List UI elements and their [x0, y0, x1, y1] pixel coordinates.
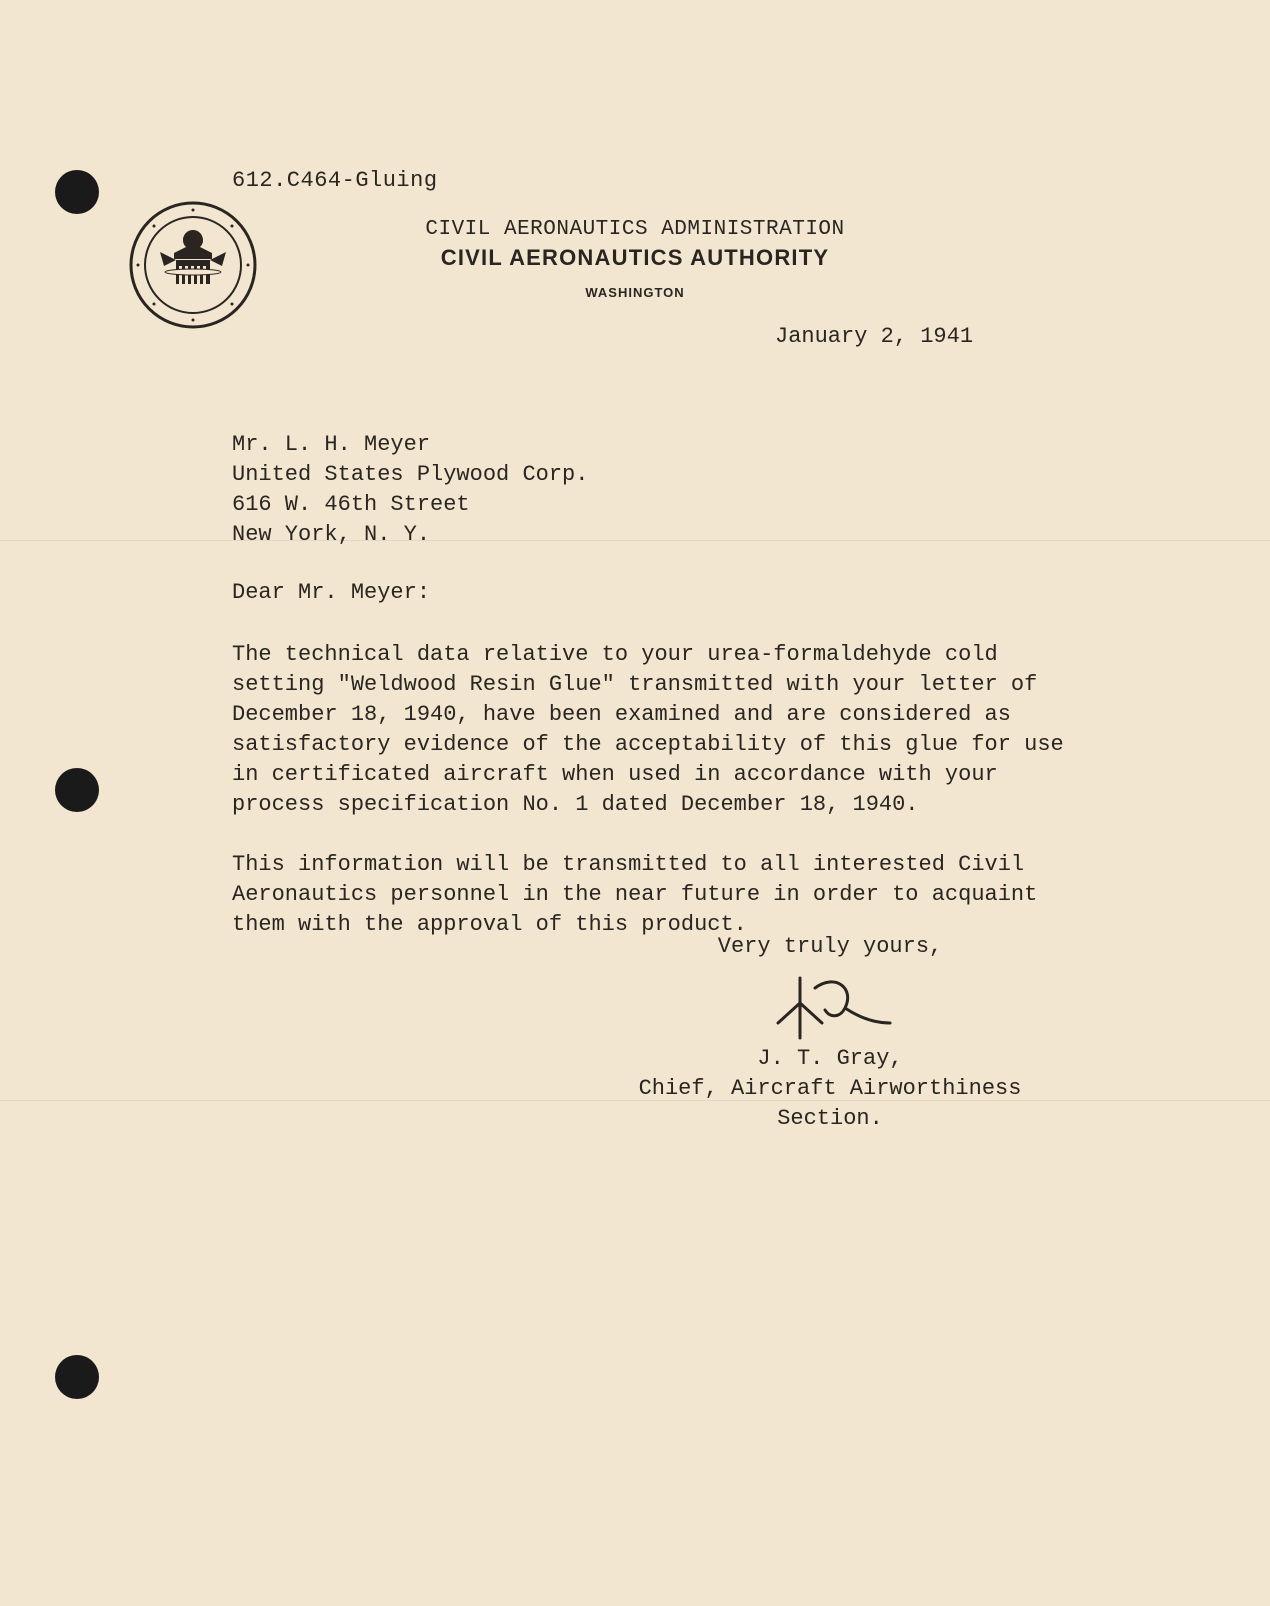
addressee-block: Mr. L. H. Meyer United States Plywood Co…	[232, 430, 588, 550]
reference-code: 612.C464-Gluing	[232, 168, 438, 193]
punch-hole-bottom	[55, 1355, 99, 1399]
punch-hole-middle	[55, 768, 99, 812]
addressee-street: 616 W. 46th Street	[232, 490, 588, 520]
letterhead-city: WASHINGTON	[0, 285, 1270, 300]
letterhead-agency-typed: CIVIL AERONAUTICS ADMINISTRATION	[0, 218, 1270, 241]
letter-date: January 2, 1941	[775, 324, 973, 349]
letterhead-agency-printed: CIVIL AERONAUTICS AUTHORITY	[0, 245, 1270, 271]
closing-phrase: Very truly yours,	[620, 932, 1040, 962]
signatory-title-line1: Chief, Aircraft Airworthiness	[620, 1074, 1040, 1104]
letterhead: CIVIL AERONAUTICS ADMINISTRATION CIVIL A…	[0, 218, 1270, 300]
signatory-name: J. T. Gray,	[620, 1044, 1040, 1074]
salutation: Dear Mr. Meyer:	[232, 580, 430, 605]
signatory-title-line2: Section.	[620, 1104, 1040, 1134]
body-paragraph: The technical data relative to your urea…	[232, 640, 1072, 820]
punch-hole-top	[55, 170, 99, 214]
body-paragraph: This information will be transmitted to …	[232, 850, 1072, 940]
signature-icon	[760, 968, 900, 1048]
letter-body: The technical data relative to your urea…	[232, 640, 1072, 970]
addressee-name: Mr. L. H. Meyer	[232, 430, 588, 460]
addressee-city-state: New York, N. Y.	[232, 520, 588, 550]
document-page: 612.C464-Gluing	[0, 0, 1270, 1606]
fold-line	[0, 540, 1270, 541]
addressee-company: United States Plywood Corp.	[232, 460, 588, 490]
closing-block: Very truly yours, J. T. Gray, Chief, Air…	[620, 932, 1040, 1134]
